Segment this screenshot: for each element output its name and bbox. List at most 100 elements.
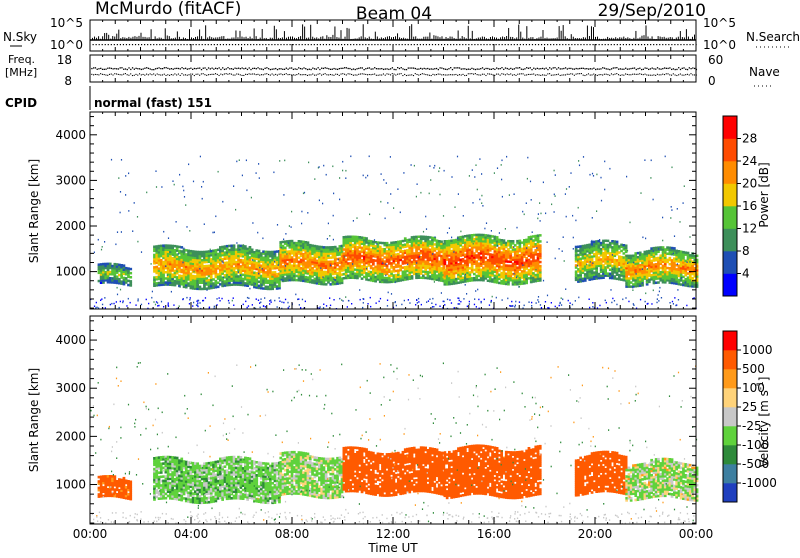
nave-dot xyxy=(682,75,683,76)
nave-dot xyxy=(408,75,409,76)
echo-cell xyxy=(579,258,582,261)
echo-cell xyxy=(427,236,430,239)
nave-dot xyxy=(93,74,94,75)
freq-dot xyxy=(584,68,585,69)
nave-dot xyxy=(466,75,467,76)
freq-dot xyxy=(607,68,608,69)
nave-dot xyxy=(625,73,626,74)
nave-dot xyxy=(259,75,260,76)
echo-cell xyxy=(584,273,587,276)
noise-search-dot xyxy=(489,44,490,45)
freq-dot xyxy=(680,69,681,70)
freq-dot xyxy=(477,68,478,69)
echo-cell xyxy=(632,283,635,286)
freq-dot xyxy=(222,67,223,68)
noise-search-dot xyxy=(183,44,184,45)
noise-search-dot xyxy=(335,44,336,45)
echo-cell xyxy=(431,237,434,240)
echo-cell xyxy=(365,245,368,248)
noise-search-dot xyxy=(532,44,533,45)
freq-dot xyxy=(224,69,225,70)
echo-cell xyxy=(609,269,612,272)
freq-dot xyxy=(121,67,122,68)
noise-search-dot xyxy=(399,44,400,45)
freq-dot xyxy=(581,68,582,69)
nave-dot xyxy=(673,73,674,74)
echo-cell xyxy=(240,245,243,248)
noise-search-dot xyxy=(574,44,575,45)
freq-dot xyxy=(588,68,589,69)
noise-search-label: N.Search xyxy=(746,30,800,44)
freq-dot xyxy=(643,69,644,70)
nave-dot xyxy=(349,73,350,74)
freq-dot xyxy=(696,69,697,70)
nave-dot xyxy=(305,74,306,75)
nave-dot xyxy=(599,74,600,75)
noise-left-tick-low: 10^0 xyxy=(50,38,83,52)
freq-dot xyxy=(634,67,635,68)
freq-dot xyxy=(284,69,285,70)
nave-dot xyxy=(429,75,430,76)
noise-search-dot xyxy=(602,44,603,45)
noise-search-dot xyxy=(217,44,218,45)
nave-dot xyxy=(666,73,667,74)
echo-cell xyxy=(127,267,130,270)
noise-search-dot xyxy=(208,44,209,45)
nave-dot xyxy=(554,74,555,75)
noise-left-tick-high: 10^5 xyxy=(50,16,83,30)
echo-cell xyxy=(462,277,465,280)
echo-cell xyxy=(311,279,314,282)
station-title: McMurdo (fitACF) xyxy=(95,0,241,19)
nave-dot xyxy=(618,74,619,75)
freq-dot xyxy=(328,68,329,69)
nave-dot xyxy=(641,74,642,75)
freq-dot xyxy=(379,68,380,69)
echo-cell xyxy=(644,251,647,254)
nave-dot xyxy=(443,74,444,75)
nave-dot xyxy=(277,75,278,76)
echo-cell xyxy=(475,234,478,237)
echo-cell xyxy=(153,276,156,279)
noise-search-dot xyxy=(668,44,669,45)
nave-dot xyxy=(173,74,174,75)
noise-search-dot xyxy=(683,44,684,45)
freq-dot xyxy=(395,69,396,70)
freq-dot xyxy=(485,68,486,69)
freq-dot xyxy=(219,67,220,68)
echo-cell xyxy=(418,252,421,255)
echo-cell xyxy=(235,248,238,251)
nave-dot xyxy=(303,74,304,75)
noise-search-dot xyxy=(541,44,542,45)
nave-dot xyxy=(120,74,121,75)
echo-cell xyxy=(368,279,371,282)
noise-search-dot xyxy=(365,44,366,45)
nave-dot xyxy=(333,75,334,76)
freq-dot xyxy=(238,68,239,69)
nave-dot xyxy=(287,74,288,75)
noise-search-dot xyxy=(599,44,600,45)
echo-cell xyxy=(519,254,522,257)
echo-cell xyxy=(539,240,542,243)
nave-dot xyxy=(477,74,478,75)
freq-dot xyxy=(314,68,315,69)
echo-cell xyxy=(489,235,492,238)
nave-dot xyxy=(185,74,186,75)
freq-dot xyxy=(690,68,691,69)
freq-dot xyxy=(208,67,209,68)
freq-dot xyxy=(620,68,621,69)
nave-dot xyxy=(194,75,195,76)
noise-search-dot xyxy=(550,44,551,45)
nave-label: Nave xyxy=(749,65,780,79)
noise-search-dot xyxy=(456,44,457,45)
echo-cell xyxy=(424,277,427,280)
freq-dot xyxy=(512,69,513,70)
freq-dot xyxy=(519,67,520,68)
echo-cell xyxy=(408,245,411,248)
noise-search-dot xyxy=(665,44,666,45)
freq-dot xyxy=(194,68,195,69)
nave-dot xyxy=(323,74,324,75)
nave-dot xyxy=(546,75,547,76)
freq-dot xyxy=(637,68,638,69)
nave-dot xyxy=(671,75,672,76)
freq-dot xyxy=(233,69,234,70)
